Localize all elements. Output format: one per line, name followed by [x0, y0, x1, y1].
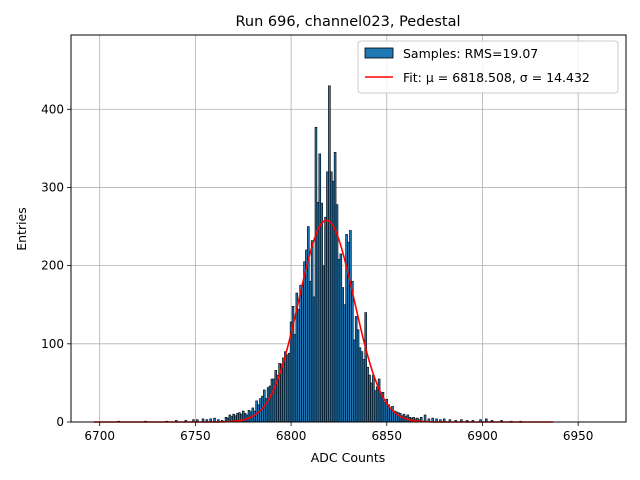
- plot-frame: [70, 34, 627, 423]
- legend-box: [357, 40, 619, 94]
- x-tick-label: 6750: [180, 429, 211, 443]
- legend-bar-swatch: [364, 47, 394, 59]
- x-axis-ticks: 6700 6750 6800 6850 6900 6950: [84, 422, 593, 443]
- y-axis-ticks: 0 100 200 300 400: [41, 102, 71, 429]
- y-tick-label: 0: [56, 415, 64, 429]
- legend-label-fit: Fit: μ = 6818.508, σ = 14.432: [403, 70, 590, 85]
- x-tick-label: 6800: [276, 429, 307, 443]
- x-tick-label: 6700: [84, 429, 115, 443]
- x-tick-label: 6850: [372, 429, 403, 443]
- x-tick-label: 6900: [467, 429, 498, 443]
- y-tick-label: 100: [41, 337, 64, 351]
- legend: Samples: RMS=19.07 Fit: μ = 6818.508, σ …: [357, 40, 619, 94]
- y-axis-label: Entries: [14, 207, 29, 251]
- y-tick-label: 200: [41, 259, 64, 273]
- x-tick-label: 6950: [563, 429, 594, 443]
- chart-title: Run 696, channel023, Pedestal: [235, 14, 460, 30]
- y-tick-label: 400: [41, 102, 64, 116]
- y-tick-label: 300: [41, 180, 64, 194]
- histogram-bars: [117, 85, 522, 423]
- grid: [71, 35, 626, 423]
- x-axis-label: ADC Counts: [311, 450, 386, 465]
- legend-label-samples: Samples: RMS=19.07: [403, 46, 538, 61]
